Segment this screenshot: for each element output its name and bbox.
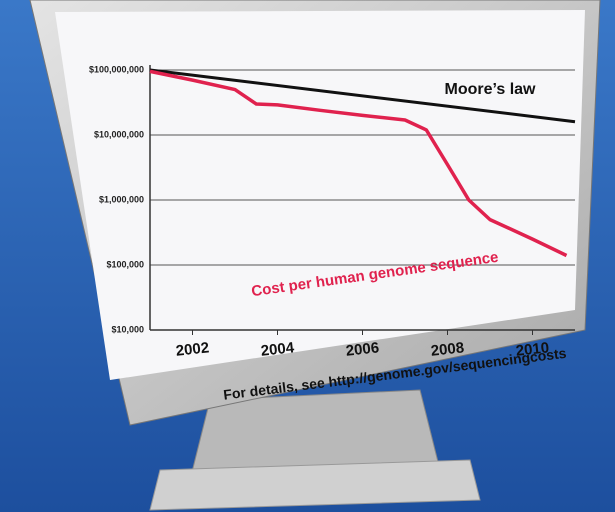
chart: $10,000 $100,000 $1,000,000 $10,000,000 $100…	[0, 0, 615, 512]
y-tick-label: $10,000	[111, 324, 144, 334]
series-label: Moore’s law	[445, 81, 537, 98]
page: {"chart_data": { "type": "line", "log_sc…	[0, 0, 615, 512]
x-tick-label: 2006	[345, 339, 380, 359]
y-tick-label: $100,000,000	[89, 64, 144, 74]
y-tick-label: $100,000	[106, 259, 144, 269]
x-tick-label: 2008	[430, 339, 465, 359]
y-tick-label: $10,000,000	[94, 129, 144, 139]
x-tick-label: 2004	[260, 339, 296, 359]
y-tick-label: $1,000,000	[99, 194, 144, 204]
x-tick-label: 2002	[175, 339, 210, 359]
